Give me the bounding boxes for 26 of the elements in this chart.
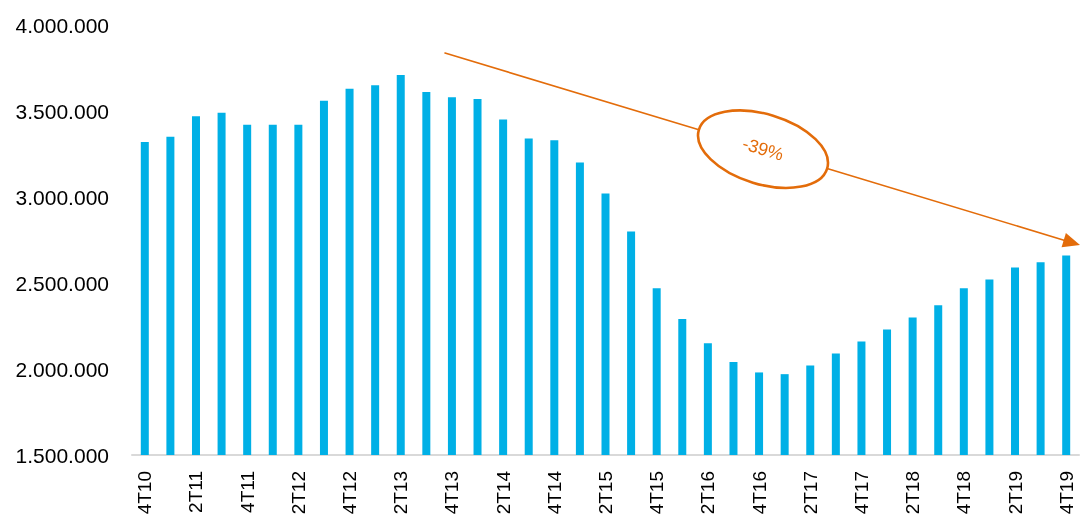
x-tick-label: 4T11 (236, 471, 258, 513)
x-tick-label: 4T17 (850, 471, 872, 515)
x-tick-label: 4T19 (1055, 471, 1077, 515)
x-tick-label: 2T14 (492, 470, 514, 515)
y-tick-label: 4.000.000 (15, 13, 109, 37)
x-tick-label: 4T14 (543, 470, 565, 515)
x-tick-label: 4T12 (339, 471, 361, 515)
y-tick-label: 2.500.000 (15, 271, 109, 295)
y-tick-label: 3.000.000 (15, 185, 109, 209)
y-tick-label: 2.000.000 (15, 357, 109, 381)
x-tick-label: 2T19 (1004, 471, 1026, 515)
x-tick-label: 2T17 (799, 471, 821, 515)
x-tick-label: 4T18 (953, 471, 975, 515)
annotation: -39% (739, 133, 787, 165)
x-tick-label: 4T10 (134, 471, 156, 515)
x-tick-label: 4T15 (646, 471, 668, 515)
x-tick-label: 2T15 (595, 471, 616, 515)
x-tick-label: 4T16 (748, 471, 770, 515)
x-tick-label: 4T13 (441, 471, 463, 515)
y-tick-label: 1.500.000 (15, 443, 109, 467)
x-tick-label: 2T18 (902, 471, 924, 515)
x-tick-label: 2T12 (287, 471, 309, 515)
y-tick-label: 3.500.000 (15, 99, 109, 123)
x-tick-label: 2T16 (697, 471, 719, 515)
x-tick-label: 2T11 (185, 471, 207, 513)
x-tick-label: 2T13 (390, 471, 412, 515)
